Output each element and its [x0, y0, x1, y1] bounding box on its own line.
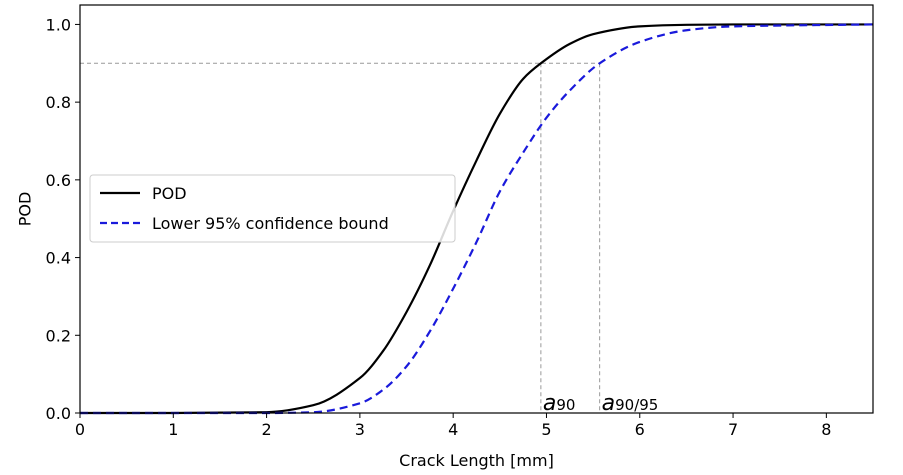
x-tick-label: 8 [821, 420, 831, 439]
x-tick-label: 1 [168, 420, 178, 439]
annotation-a9095: a90/95 [602, 391, 659, 416]
x-tick-label: 0 [75, 420, 85, 439]
y-tick-label: 0.8 [46, 93, 71, 112]
x-axis-ticks: 0 1 2 3 4 5 6 7 8 [75, 413, 831, 439]
legend-label-lower-bound: Lower 95% confidence bound [152, 214, 389, 233]
series-pod-line [79, 23, 873, 415]
y-tick-label: 0.4 [46, 249, 71, 268]
x-tick-label: 4 [448, 420, 458, 439]
legend-label-pod: POD [152, 184, 187, 203]
plot-frame [79, 4, 874, 414]
annotations: a90 a90/95 [543, 391, 658, 416]
x-axis-label: Crack Length [mm] [399, 451, 554, 470]
legend-box [89, 174, 456, 243]
y-tick-label: 0.2 [46, 326, 71, 345]
legend: POD Lower 95% confidence bound [89, 174, 456, 243]
x-tick-label: 7 [728, 420, 738, 439]
x-tick-label: 3 [355, 420, 365, 439]
y-tick-label: 0.0 [46, 404, 71, 423]
x-tick-label: 2 [261, 420, 271, 439]
x-tick-label: 6 [635, 420, 645, 439]
y-tick-label: 0.6 [46, 171, 71, 190]
reference-lines [80, 62, 601, 413]
x-tick-label: 5 [541, 420, 551, 439]
y-tick-label: 1.0 [46, 15, 71, 34]
y-axis-label: POD [16, 192, 35, 227]
y-axis-ticks: 0.0 0.2 0.4 0.6 0.8 1.0 [46, 15, 80, 423]
annotation-a90: a90 [543, 391, 576, 416]
